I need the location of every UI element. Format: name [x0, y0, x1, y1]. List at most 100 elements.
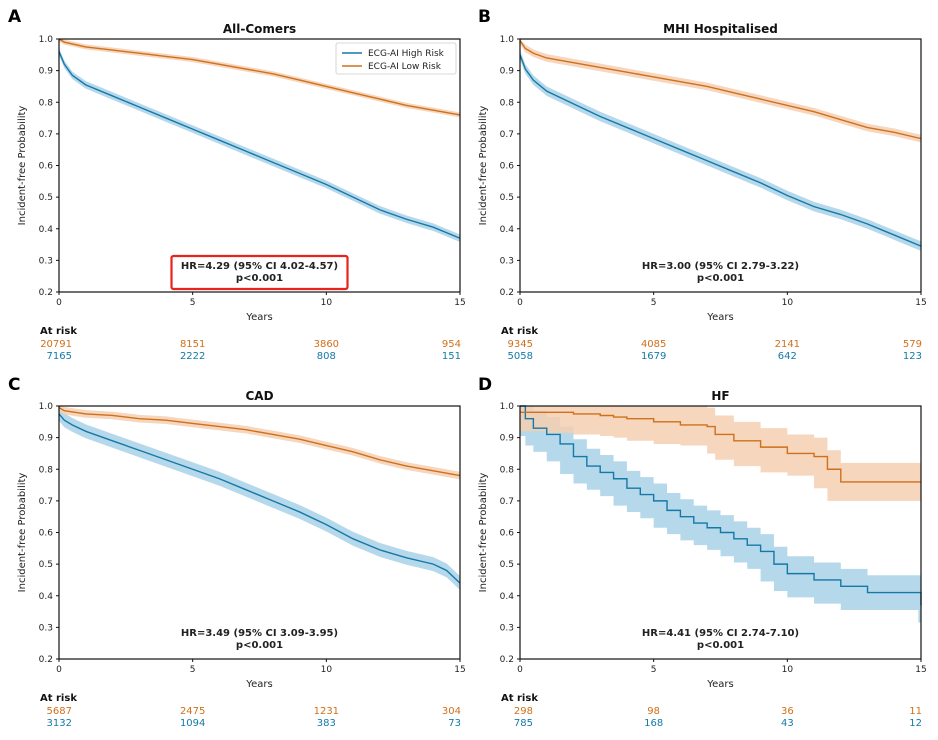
- x-axis-label: Years: [706, 679, 733, 690]
- at-risk-low-count: 579: [903, 339, 922, 350]
- hazard-ratio-text: HR=4.29 (95% CI 4.02-4.57): [181, 261, 338, 272]
- y-tick-label: 0.8: [39, 465, 54, 475]
- panel-letter: D: [478, 375, 492, 395]
- x-tick-label: 5: [651, 298, 657, 308]
- x-tick-label: 15: [915, 298, 926, 308]
- survival-curve-high: [58, 51, 461, 239]
- x-tick-label: 5: [190, 298, 196, 308]
- x-tick-label: 10: [782, 665, 794, 675]
- y-tick-label: 1.0: [500, 35, 515, 45]
- panel-title: HF: [711, 389, 729, 403]
- y-tick-label: 0.2: [39, 655, 53, 665]
- y-tick-label: 0.6: [39, 162, 54, 172]
- ci-band-low: [59, 39, 460, 118]
- y-tick-label: 0.5: [39, 193, 53, 203]
- y-tick-label: 1.0: [500, 402, 515, 412]
- y-tick-label: 0.7: [39, 497, 53, 507]
- y-axis-label: Incident-free Probability: [478, 106, 489, 226]
- survival-curve-low: [519, 40, 922, 140]
- at-risk-low-count: 4085: [641, 339, 666, 350]
- at-risk-low-count: 298: [514, 706, 533, 717]
- at-risk-high-count: 12: [909, 718, 922, 729]
- at-risk-high-count: 151: [442, 351, 461, 362]
- y-tick-label: 0.7: [500, 130, 514, 140]
- at-risk-low-count: 11: [909, 706, 922, 717]
- panel-c: C CAD 0.2 0.3 0.4 0.5 0.6 0.7 0.8 0.9 1.0 0 5 10 15 Yea…: [8, 375, 466, 729]
- survival-curve-low: [520, 411, 921, 483]
- hazard-ratio-text: HR=3.00 (95% CI 2.79-3.22): [642, 261, 799, 272]
- ci-band-high: [520, 50, 921, 251]
- x-tick-label: 15: [454, 665, 465, 675]
- at-risk-high-count: 73: [448, 718, 461, 729]
- x-tick-label: 10: [321, 298, 333, 308]
- at-risk-low-count: 36: [781, 706, 794, 717]
- y-tick-label: 0.7: [39, 130, 53, 140]
- y-tick-label: 0.8: [500, 465, 515, 475]
- plot-frame: [58, 38, 461, 293]
- panel-d: D HF 0.2 0.3 0.4 0.5 0.6 0.7 0.8 0.9 1.0 0 5 10 15 Year…: [478, 375, 927, 729]
- at-risk-high-count: 1679: [641, 351, 666, 362]
- hazard-ratio-text: HR=3.49 (95% CI 3.09-3.95): [181, 628, 338, 639]
- panel-a: A All-Comers 0.2 0.3 0.4 0.5 0.6 0.7 0.8 0.9 1.0 0 5…: [8, 7, 466, 362]
- at-risk-high-count: 7165: [47, 351, 72, 362]
- x-tick-label: 5: [651, 665, 657, 675]
- y-tick-label: 0.3: [500, 623, 514, 633]
- y-tick-label: 0.5: [500, 193, 514, 203]
- y-tick-label: 0.5: [39, 560, 53, 570]
- y-tick-label: 0.2: [500, 655, 514, 665]
- at-risk-low-count: 2141: [775, 339, 800, 350]
- at-risk-low-count: 1231: [314, 706, 339, 717]
- y-axis-label: Incident-free Probability: [17, 473, 28, 593]
- y-tick-label: 0.4: [500, 225, 515, 235]
- survival-curve-high: [58, 413, 461, 584]
- x-tick-label: 0: [56, 298, 62, 308]
- x-axis-label: Years: [245, 679, 272, 690]
- y-tick-label: 0.2: [500, 288, 514, 298]
- at-risk-low-count: 954: [442, 339, 461, 350]
- x-tick-label: 5: [190, 665, 196, 675]
- at-risk-heading: At risk: [40, 693, 77, 704]
- ci-band-low: [59, 406, 460, 480]
- p-value-text: p<0.001: [236, 640, 283, 651]
- survival-curve-high: [520, 405, 922, 606]
- ci-band-low: [520, 39, 921, 143]
- at-risk-high-count: 1094: [180, 718, 205, 729]
- y-tick-label: 0.5: [500, 560, 514, 570]
- x-tick-label: 0: [517, 298, 523, 308]
- y-tick-label: 0.7: [500, 497, 514, 507]
- y-tick-label: 0.3: [39, 256, 53, 266]
- y-tick-label: 0.4: [39, 592, 54, 602]
- at-risk-high-count: 43: [781, 718, 794, 729]
- at-risk-low-count: 2475: [180, 706, 205, 717]
- legend-label-high: ECG-AI High Risk: [368, 49, 445, 59]
- x-tick-label: 10: [782, 298, 794, 308]
- y-axis-label: Incident-free Probability: [478, 473, 489, 593]
- at-risk-high-count: 168: [644, 718, 663, 729]
- y-tick-label: 0.8: [39, 98, 54, 108]
- ci-band-low: [520, 406, 921, 501]
- x-tick-label: 0: [517, 665, 523, 675]
- at-risk-high-count: 123: [903, 351, 922, 362]
- y-tick-label: 0.9: [39, 67, 54, 77]
- y-tick-label: 0.3: [500, 256, 514, 266]
- y-axis-label: Incident-free Probability: [17, 106, 28, 226]
- at-risk-heading: At risk: [40, 326, 77, 337]
- panel-letter: C: [8, 375, 20, 395]
- x-tick-label: 15: [915, 665, 926, 675]
- y-tick-label: 0.4: [39, 225, 54, 235]
- p-value-text: p<0.001: [697, 273, 744, 284]
- hr-highlight-box: [170, 254, 349, 291]
- at-risk-low-count: 20791: [40, 339, 72, 350]
- x-tick-label: 10: [321, 665, 333, 675]
- at-risk-low-count: 98: [647, 706, 660, 717]
- panel-title: All-Comers: [223, 22, 296, 36]
- at-risk-low-count: 5687: [47, 706, 72, 717]
- p-value-text: p<0.001: [697, 640, 744, 651]
- panel-b: B MHI Hospitalised 0.2 0.3 0.4 0.5 0.6 0.7 0.8 0.…: [478, 7, 927, 362]
- at-risk-low-count: 9345: [508, 339, 533, 350]
- y-tick-label: 0.6: [500, 162, 515, 172]
- at-risk-high-count: 808: [317, 351, 336, 362]
- x-axis-label: Years: [706, 312, 733, 323]
- at-risk-high-count: 3132: [47, 718, 72, 729]
- y-tick-label: 1.0: [39, 35, 54, 45]
